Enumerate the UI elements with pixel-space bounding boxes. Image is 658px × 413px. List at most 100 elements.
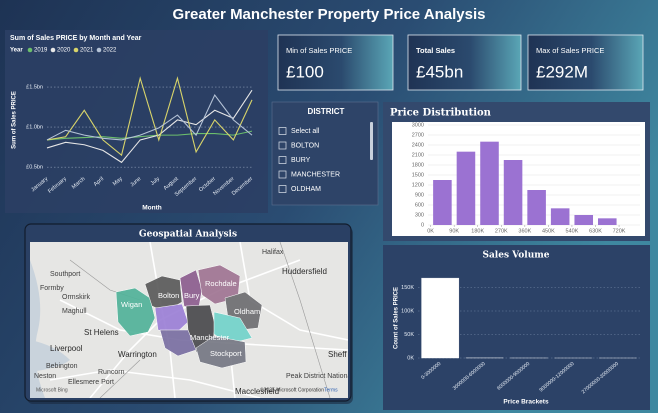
district[interactable] bbox=[195, 335, 247, 369]
y-tick-label: 0K bbox=[407, 355, 414, 361]
map-label: Sheff bbox=[328, 350, 347, 359]
x-tick-label: 540K bbox=[566, 228, 579, 234]
checkbox[interactable] bbox=[278, 156, 287, 164]
y-tick-label: 2700 bbox=[412, 132, 424, 138]
district[interactable] bbox=[154, 303, 189, 335]
slicer-item[interactable]: BOLTON bbox=[291, 142, 319, 149]
map-title: Geospatial Analysis bbox=[139, 230, 237, 240]
map-panel: Geospatial Analysis bbox=[24, 223, 370, 404]
legend-title: Year bbox=[10, 48, 23, 54]
x-axis-label: Month bbox=[142, 205, 162, 212]
y-tick-label: 600 bbox=[415, 202, 424, 208]
scrollbar[interactable] bbox=[370, 122, 373, 160]
legend-marker bbox=[73, 47, 79, 53]
y-tick-label: £0.5bn bbox=[26, 165, 43, 171]
y-tick-label: 2400 bbox=[412, 142, 424, 148]
x-tick-label: July bbox=[150, 176, 162, 187]
district[interactable] bbox=[144, 275, 183, 313]
line-series bbox=[46, 89, 253, 164]
y-tick-label: 2100 bbox=[412, 152, 424, 158]
slicer-list: Select all BOLTON BURY MANCHESTER OLDHAM bbox=[278, 127, 340, 193]
district[interactable] bbox=[179, 269, 203, 313]
x-tick-label: 450K bbox=[542, 228, 555, 234]
district[interactable] bbox=[115, 287, 156, 337]
kpi-cards: Min of Sales PRICE £100 Total Sales £45b… bbox=[277, 34, 644, 91]
district-label: Bolton bbox=[158, 291, 179, 300]
map-label: Huddersfield bbox=[282, 267, 327, 276]
card-label: Max of Sales PRICE bbox=[536, 46, 604, 55]
y-tick-label: 900 bbox=[415, 192, 424, 198]
slicer-panel bbox=[271, 101, 379, 206]
map-label: Maghull bbox=[62, 308, 87, 315]
slicer-item[interactable]: OLDHAM bbox=[291, 186, 321, 193]
district[interactable] bbox=[159, 329, 197, 357]
map-label: Peak District National Park bbox=[286, 373, 370, 380]
y-tick-label: £1.0bn bbox=[26, 125, 43, 131]
card-value: £45bn bbox=[416, 62, 463, 81]
histogram-bar[interactable] bbox=[456, 151, 476, 225]
slicer-item[interactable]: Select all bbox=[291, 128, 320, 135]
histogram-bar[interactable] bbox=[480, 141, 499, 225]
checkbox[interactable] bbox=[278, 170, 287, 179]
x-axis-label: Price Brackets bbox=[503, 399, 549, 406]
histogram-bar[interactable] bbox=[598, 218, 617, 225]
slicer-title: DISTRICT bbox=[308, 107, 345, 116]
card-label: Total Sales bbox=[416, 46, 455, 55]
card bbox=[277, 34, 394, 91]
chart-title: Sales Volume bbox=[482, 251, 549, 261]
map-label: Neston bbox=[34, 373, 56, 380]
map-attribution: ©2025 Microsoft Corporation bbox=[260, 386, 324, 393]
line-series bbox=[46, 130, 253, 141]
bar[interactable] bbox=[421, 277, 460, 359]
checkbox[interactable] bbox=[278, 127, 287, 135]
y-tick-label: 300 bbox=[415, 212, 424, 218]
map-label: Formby bbox=[40, 285, 64, 292]
histogram-bar[interactable] bbox=[527, 190, 546, 225]
x-tick-label: May bbox=[112, 176, 124, 187]
histogram-bar[interactable] bbox=[550, 208, 570, 225]
legend-label: 2019 bbox=[34, 48, 48, 54]
histogram-bar[interactable] bbox=[503, 160, 523, 225]
y-tick-label: 1200 bbox=[412, 182, 424, 188]
slicer-item[interactable]: MANCHESTER bbox=[291, 171, 340, 178]
y-tick-label: 3000 bbox=[412, 122, 424, 128]
histogram-bar[interactable] bbox=[433, 180, 452, 225]
legend-marker bbox=[27, 47, 33, 53]
legend-label: 2020 bbox=[57, 48, 71, 54]
district-label: Rochdale bbox=[205, 279, 237, 288]
districts bbox=[115, 264, 263, 369]
checkbox[interactable] bbox=[278, 185, 287, 193]
card bbox=[527, 34, 644, 91]
district-label: Oldham bbox=[234, 307, 260, 316]
map-label: Macclesfield bbox=[235, 387, 279, 396]
y-tick-label: 1500 bbox=[412, 172, 424, 178]
map-label: Warrington bbox=[118, 350, 157, 359]
x-tick-label: 720K bbox=[613, 228, 626, 234]
y-tick-label: 150K bbox=[401, 285, 414, 291]
map-label: Ellesmere Port bbox=[68, 379, 114, 386]
estuary bbox=[30, 340, 70, 372]
map[interactable]: Halifax Huddersfield Southport Formby Or… bbox=[30, 242, 370, 398]
y-axis-label: Count of Sales PRICE bbox=[394, 287, 400, 349]
map-terms[interactable]: Terms bbox=[324, 387, 338, 393]
y-tick-label: £1.5bn bbox=[26, 84, 43, 90]
line-series bbox=[46, 76, 253, 157]
checkbox[interactable] bbox=[278, 141, 287, 150]
legend-label: 2022 bbox=[103, 48, 117, 54]
y-tick-label: 0 bbox=[421, 222, 424, 228]
chart-title: Price Distribution bbox=[390, 108, 492, 119]
x-tick-label: 180K bbox=[471, 228, 484, 234]
slicer-item[interactable]: BURY bbox=[291, 157, 311, 164]
card-label: Min of Sales PRICE bbox=[286, 46, 352, 55]
district-label: Stockport bbox=[210, 349, 243, 358]
histogram-bar[interactable] bbox=[574, 215, 594, 225]
card bbox=[407, 34, 522, 91]
map-label: Runcorn bbox=[98, 369, 125, 376]
district-label: Bury bbox=[184, 291, 200, 300]
y-axis-label: Sum of Sales PRICE bbox=[12, 91, 18, 149]
x-tick-label: April bbox=[93, 176, 105, 188]
map-label: St Helens bbox=[84, 328, 119, 337]
map-label: Ormskirk bbox=[62, 294, 90, 301]
y-tick-label: 1800 bbox=[412, 162, 424, 168]
x-tick-label: 90K bbox=[449, 228, 459, 234]
